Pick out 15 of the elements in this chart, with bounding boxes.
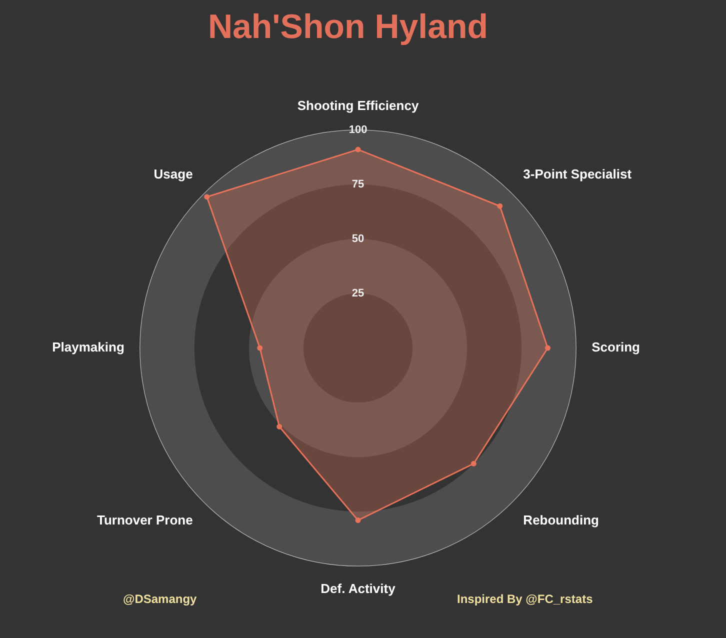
spoke-label: Playmaking (52, 340, 124, 355)
y-tick-label: 50 (352, 232, 364, 245)
y-tick-label: 25 (352, 288, 364, 300)
spoke-label: Usage (154, 166, 193, 182)
spoke-label: Scoring (592, 340, 640, 355)
chart-title: Nah'Shon Hyland (208, 8, 488, 46)
spoke-label: 3-Point Specialist (523, 166, 632, 182)
text: @DSamangy (123, 592, 197, 606)
y-tick-label: 100 (348, 124, 368, 136)
spoke-label: Def. Activity (320, 580, 396, 596)
y-tick-label: 75 (352, 178, 364, 190)
spoke-label: Shooting Efficiency (297, 98, 420, 114)
spoke-label: Rebounding (523, 512, 600, 528)
spoke-label: Turnover Prone (96, 512, 193, 528)
text: Inspired By @FC_rstats (457, 592, 593, 606)
